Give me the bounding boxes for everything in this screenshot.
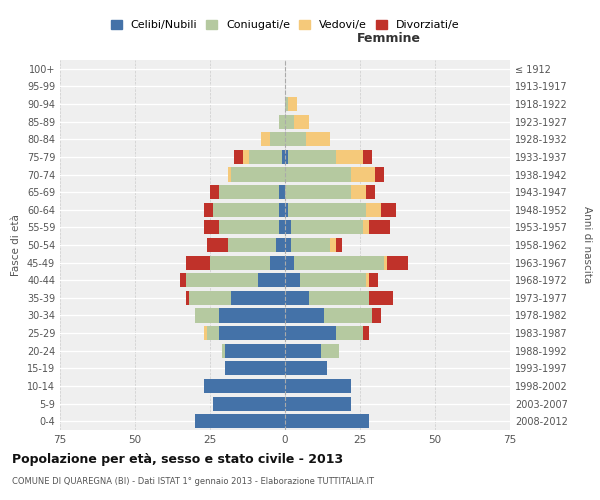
- Bar: [375, 168, 384, 181]
- Bar: [285, 256, 294, 270]
- Bar: [210, 256, 270, 270]
- Bar: [285, 414, 369, 428]
- Bar: [279, 185, 285, 199]
- Y-axis label: Anni di nascita: Anni di nascita: [581, 206, 592, 284]
- Bar: [249, 150, 282, 164]
- Bar: [231, 168, 285, 181]
- Bar: [291, 238, 330, 252]
- Bar: [279, 202, 285, 217]
- Bar: [276, 238, 285, 252]
- Bar: [366, 273, 369, 287]
- Bar: [180, 273, 186, 287]
- Bar: [369, 273, 378, 287]
- Bar: [288, 97, 297, 111]
- Bar: [219, 220, 279, 234]
- Bar: [285, 168, 351, 181]
- Bar: [186, 273, 258, 287]
- Bar: [381, 202, 396, 217]
- Bar: [369, 220, 390, 234]
- Bar: [285, 291, 309, 305]
- Bar: [363, 326, 369, 340]
- Bar: [270, 256, 285, 270]
- Bar: [228, 168, 231, 181]
- Bar: [285, 238, 291, 252]
- Bar: [285, 132, 306, 146]
- Bar: [285, 114, 294, 128]
- Bar: [279, 220, 285, 234]
- Text: Femmine: Femmine: [356, 32, 421, 45]
- Bar: [336, 238, 342, 252]
- Bar: [210, 185, 219, 199]
- Legend: Celibi/Nubili, Coniugati/e, Vedovi/e, Divorziati/e: Celibi/Nubili, Coniugati/e, Vedovi/e, Di…: [106, 16, 464, 35]
- Bar: [288, 202, 366, 217]
- Bar: [384, 256, 387, 270]
- Bar: [228, 238, 276, 252]
- Bar: [285, 379, 351, 393]
- Bar: [336, 150, 363, 164]
- Bar: [285, 326, 336, 340]
- Bar: [366, 202, 381, 217]
- Bar: [351, 185, 366, 199]
- Bar: [288, 150, 336, 164]
- Bar: [321, 344, 339, 358]
- Bar: [204, 326, 207, 340]
- Bar: [300, 273, 366, 287]
- Bar: [285, 97, 288, 111]
- Bar: [234, 150, 243, 164]
- Bar: [222, 344, 225, 358]
- Bar: [285, 273, 300, 287]
- Bar: [186, 291, 189, 305]
- Bar: [294, 256, 384, 270]
- Bar: [285, 362, 327, 376]
- Bar: [231, 291, 285, 305]
- Bar: [372, 308, 381, 322]
- Bar: [204, 202, 213, 217]
- Bar: [330, 238, 336, 252]
- Bar: [258, 273, 285, 287]
- Bar: [207, 238, 228, 252]
- Bar: [282, 150, 285, 164]
- Bar: [195, 308, 219, 322]
- Bar: [363, 220, 369, 234]
- Bar: [213, 396, 285, 410]
- Bar: [219, 326, 285, 340]
- Bar: [204, 220, 219, 234]
- Bar: [285, 202, 288, 217]
- Text: Popolazione per età, sesso e stato civile - 2013: Popolazione per età, sesso e stato civil…: [12, 452, 343, 466]
- Bar: [285, 220, 291, 234]
- Bar: [261, 132, 270, 146]
- Bar: [387, 256, 408, 270]
- Bar: [219, 308, 285, 322]
- Text: COMUNE DI QUAREGNA (BI) - Dati ISTAT 1° gennaio 2013 - Elaborazione TUTTITALIA.I: COMUNE DI QUAREGNA (BI) - Dati ISTAT 1° …: [12, 478, 374, 486]
- Bar: [291, 220, 363, 234]
- Bar: [186, 256, 210, 270]
- Bar: [225, 344, 285, 358]
- Bar: [285, 396, 351, 410]
- Bar: [189, 291, 231, 305]
- Y-axis label: Fasce di età: Fasce di età: [11, 214, 21, 276]
- Bar: [336, 326, 363, 340]
- Bar: [366, 185, 375, 199]
- Bar: [195, 414, 285, 428]
- Bar: [285, 308, 324, 322]
- Bar: [270, 132, 285, 146]
- Bar: [219, 185, 279, 199]
- Bar: [309, 291, 369, 305]
- Bar: [279, 114, 285, 128]
- Bar: [306, 132, 330, 146]
- Bar: [294, 114, 309, 128]
- Bar: [324, 308, 372, 322]
- Bar: [351, 168, 375, 181]
- Bar: [363, 150, 372, 164]
- Bar: [225, 362, 285, 376]
- Bar: [207, 326, 219, 340]
- Bar: [285, 185, 351, 199]
- Bar: [204, 379, 285, 393]
- Bar: [285, 150, 288, 164]
- Bar: [243, 150, 249, 164]
- Bar: [213, 202, 279, 217]
- Bar: [285, 344, 321, 358]
- Bar: [369, 291, 393, 305]
